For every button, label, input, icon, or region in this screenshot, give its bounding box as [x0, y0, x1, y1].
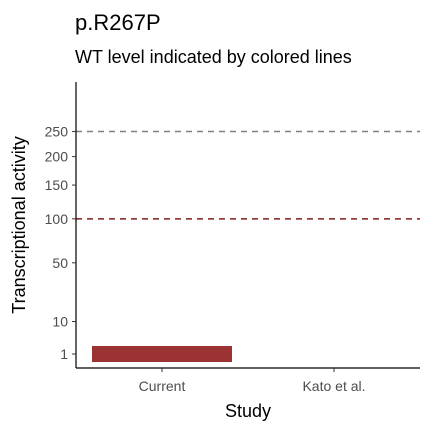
- chart-title: p.R267P: [75, 10, 161, 35]
- x-tick-label: Current: [139, 378, 186, 394]
- x-tick-label: Kato et al.: [302, 378, 365, 394]
- x-axis-ticks: Current Kato et al.: [139, 368, 366, 394]
- y-tick-label: 150: [45, 177, 69, 193]
- plot-area: [76, 130, 420, 362]
- y-tick-label: 50: [52, 255, 68, 271]
- y-axis-ticks: 1 10 50 100 150 200 250: [45, 124, 76, 362]
- y-axis-title: Transcriptional activity: [9, 136, 29, 313]
- y-tick-label: 10: [52, 314, 68, 330]
- y-tick-label: 1: [60, 346, 68, 362]
- y-tick-label: 100: [45, 211, 69, 227]
- y-tick-label: 250: [45, 124, 69, 140]
- bar-current: [92, 346, 232, 362]
- y-tick-label: 200: [45, 149, 69, 165]
- chart-subtitle: WT level indicated by colored lines: [75, 47, 352, 67]
- x-axis-title: Study: [225, 401, 271, 421]
